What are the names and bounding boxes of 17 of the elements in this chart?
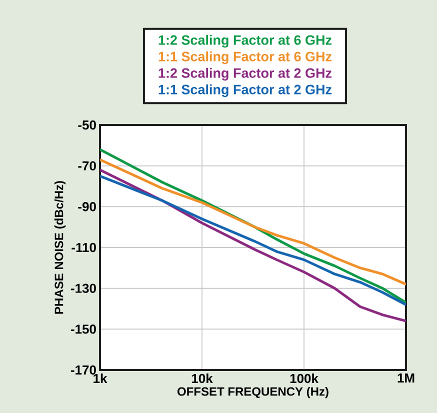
x-tick-label: 1M [398, 374, 414, 382]
x-tick-label: 1k [94, 374, 108, 383]
y-axis-title: PHASE NOISE (dBc/Hz) [54, 181, 66, 314]
text: 1:2 Scaling Factor at 6 GHz [158, 34, 332, 48]
text: 1:1 Scaling Factor at 2 GHz [158, 84, 332, 98]
y-tick-label: -170 [70, 365, 96, 375]
x-tick-label: 10k [192, 374, 213, 384]
y-tick-label: -70 [78, 161, 96, 170]
y-tick-label: -110 [72, 242, 96, 252]
y-tick-label: -150 [70, 324, 96, 334]
text: 1:1 Scaling Factor at 6 GHz [158, 51, 332, 64]
x-axis-title: OFFSET FREQUENCY (Hz) [177, 386, 328, 398]
y-tick-label: -90 [78, 202, 96, 212]
text: 1:2 Scaling Factor at 2 GHz [158, 68, 332, 81]
y-tick-label: -50 [78, 120, 96, 130]
x-tick-label: 100k [290, 374, 318, 384]
y-tick-label: -130 [70, 284, 96, 293]
